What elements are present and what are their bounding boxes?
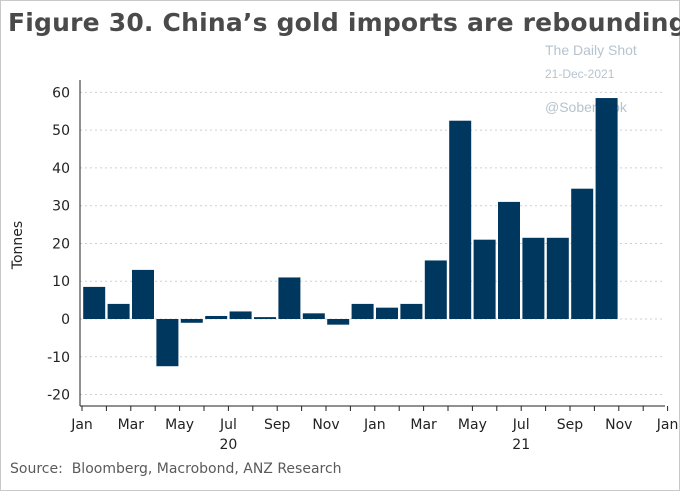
x-tick-label: Jul xyxy=(219,417,237,433)
y-tick-label: 20 xyxy=(52,236,70,252)
bar xyxy=(83,286,106,319)
axes: -20 -10 0 10 20 30 40 50 60 Jan Mar May Jul Sep Nov Jan… xyxy=(47,80,678,453)
bar xyxy=(205,315,228,319)
x-tick-label: Mar xyxy=(118,417,145,433)
x-tick-label: Nov xyxy=(312,417,339,433)
chart-title: Figure 30. China’s gold imports are rebo… xyxy=(8,8,680,37)
y-tick-label: 0 xyxy=(61,312,70,328)
watermark-line-2: 21-Dec-2021 xyxy=(545,67,615,81)
bar xyxy=(327,319,350,325)
bars xyxy=(83,98,618,367)
y-tick-label: -10 xyxy=(47,350,70,366)
y-tick-label: 30 xyxy=(52,199,70,215)
x-year-label: 21 xyxy=(512,437,530,453)
bar xyxy=(302,313,325,319)
x-tick-label: Jan xyxy=(70,417,93,433)
y-tick-label: -20 xyxy=(47,388,70,404)
y-tick-label: 50 xyxy=(52,123,70,139)
x-tick-label: Sep xyxy=(557,417,584,433)
bar xyxy=(449,120,472,320)
bar xyxy=(254,317,276,319)
x-tick-label: Sep xyxy=(264,417,291,433)
bar xyxy=(107,303,130,319)
x-tick-label: Jan xyxy=(363,417,386,433)
x-tick-label: May xyxy=(165,417,194,433)
bar xyxy=(522,237,545,319)
bar xyxy=(498,201,520,319)
bar xyxy=(546,237,569,319)
bar xyxy=(571,188,594,319)
x-tick-label: Jan xyxy=(656,417,679,433)
bar xyxy=(400,303,423,319)
y-tick-label: 60 xyxy=(52,85,70,101)
bar xyxy=(132,269,154,319)
x-tick-label: Nov xyxy=(605,417,632,433)
bar xyxy=(278,277,301,319)
x-tick-label: May xyxy=(458,417,487,433)
y-tick-label: 40 xyxy=(52,161,70,177)
bar xyxy=(473,239,496,319)
bar xyxy=(424,260,447,319)
bar xyxy=(229,311,252,319)
y-axis-label: Tonnes xyxy=(10,221,26,270)
x-year-label: 20 xyxy=(219,437,237,453)
watermark-line-1: The Daily Shot xyxy=(545,42,637,58)
bar xyxy=(595,98,618,319)
bar xyxy=(180,319,203,323)
source-note: Source: Bloomberg, Macrobond, ANZ Resear… xyxy=(10,461,342,477)
bar xyxy=(156,319,179,367)
x-tick-label: Mar xyxy=(410,417,437,433)
bar xyxy=(376,307,398,319)
bar xyxy=(351,303,374,319)
y-tick-label: 10 xyxy=(52,274,70,290)
x-tick-label: Jul xyxy=(512,417,530,433)
